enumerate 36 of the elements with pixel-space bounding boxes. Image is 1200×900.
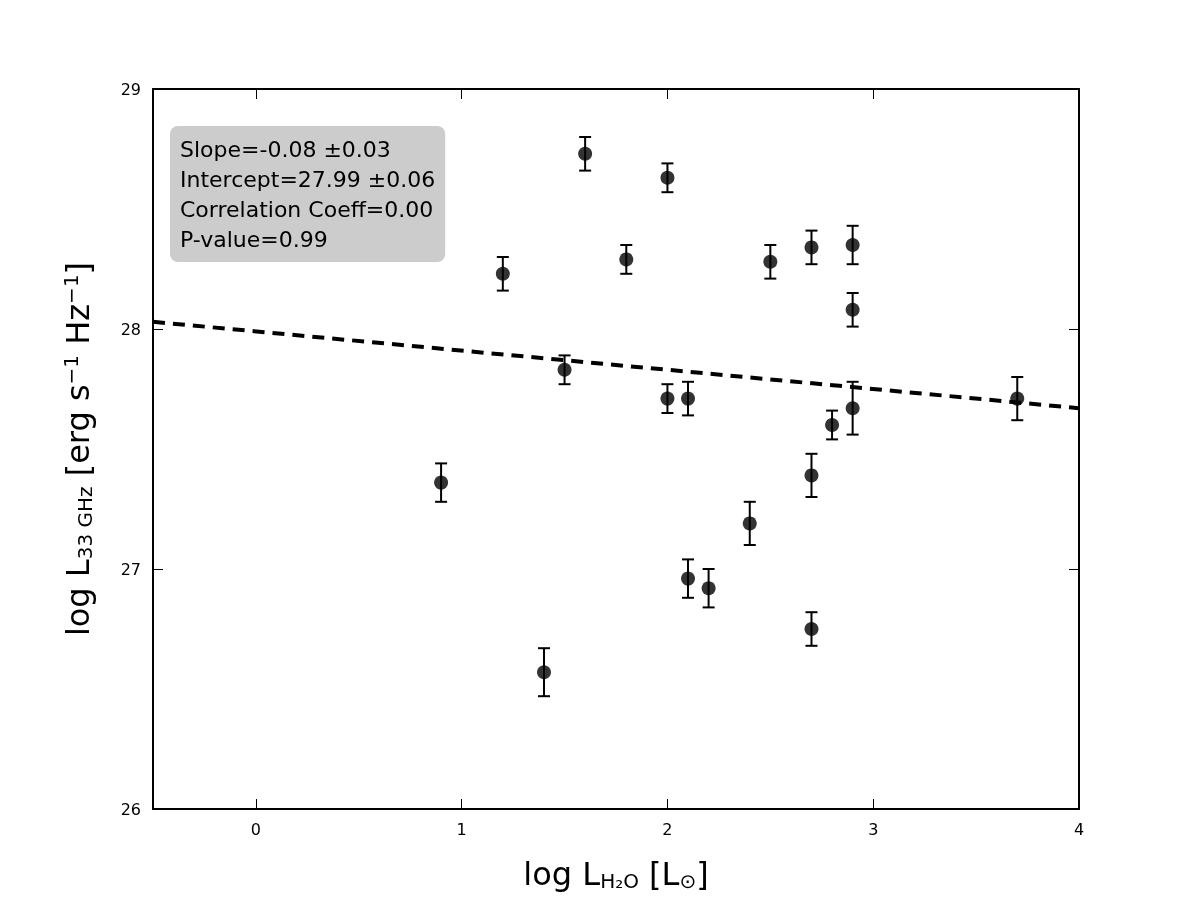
point	[619, 252, 634, 267]
point	[557, 362, 572, 377]
point	[804, 468, 819, 483]
y-tick-label: 29	[120, 79, 141, 99]
point	[701, 581, 716, 596]
x-tick-label: 1	[456, 819, 467, 839]
point	[578, 146, 593, 161]
x-tick-label: 2	[662, 819, 673, 839]
point	[495, 266, 510, 281]
x-axis-title: log LH₂O [L⊙]	[523, 855, 709, 893]
point	[660, 170, 675, 185]
point	[1010, 391, 1025, 406]
annotation: P-value=0.99	[180, 226, 328, 252]
point	[804, 622, 819, 636]
point	[536, 665, 551, 680]
point	[825, 418, 840, 432]
annotation: Correlation Coeff=0.00	[180, 196, 434, 222]
annotation: Slope=-0.08 ±0.03	[180, 136, 391, 162]
x-tick-label: 4	[1073, 819, 1085, 839]
y-tick-label: 26	[120, 799, 141, 819]
point	[660, 391, 675, 406]
point	[804, 240, 819, 255]
point	[763, 254, 778, 269]
point	[434, 475, 449, 490]
point	[845, 302, 860, 317]
point	[742, 516, 757, 531]
point	[681, 391, 696, 406]
point	[681, 571, 696, 586]
y-tick-label: 27	[120, 559, 141, 579]
annotation: Intercept=27.99 ±0.06	[180, 166, 436, 192]
y-tick-label: 28	[120, 319, 141, 339]
x-tick-label: 0	[250, 819, 261, 839]
point	[845, 401, 860, 416]
y-axis-title: log L33 GHz [erg s−1 Hz−1]	[59, 261, 97, 637]
point	[845, 238, 860, 252]
x-tick-label: 3	[868, 819, 879, 839]
